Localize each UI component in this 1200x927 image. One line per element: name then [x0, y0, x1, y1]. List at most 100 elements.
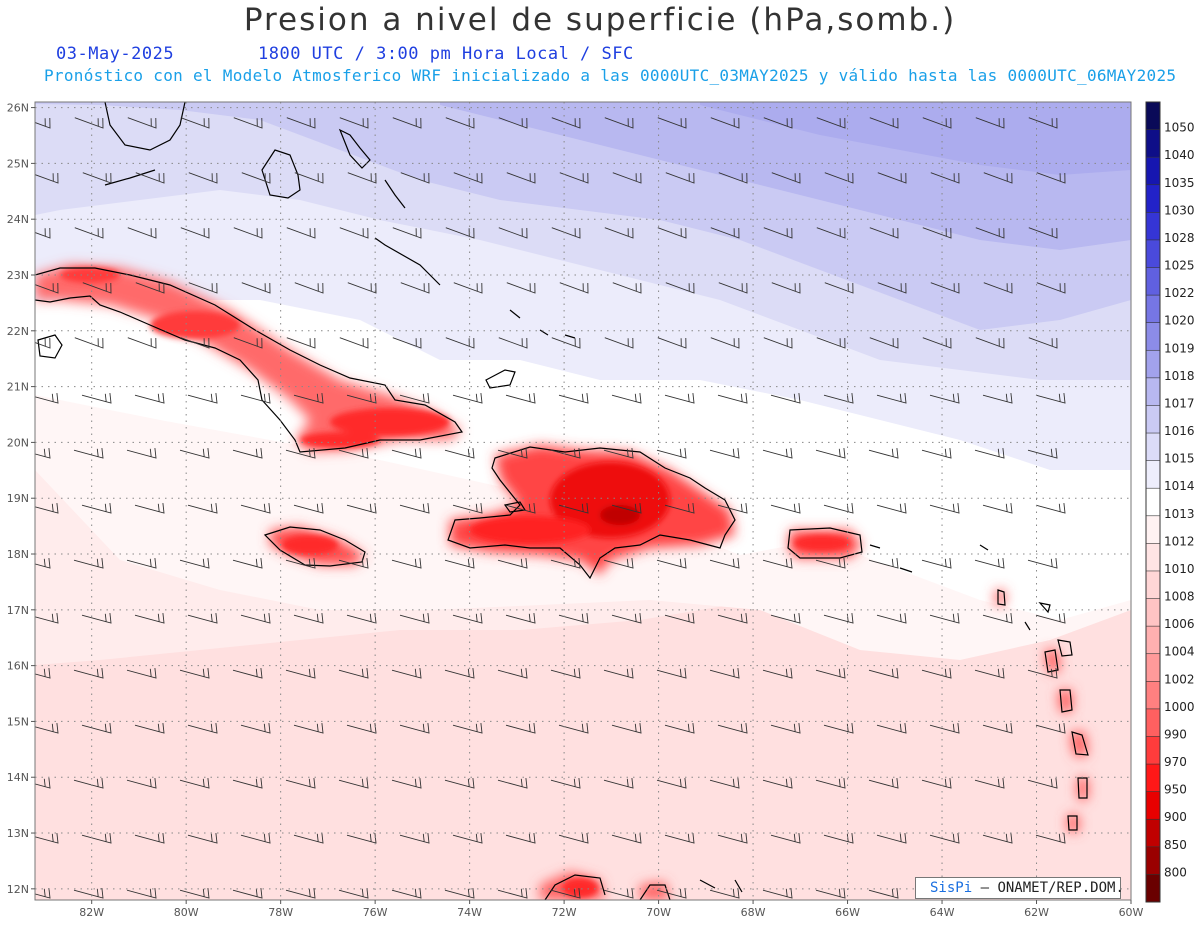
wind-barb [709, 448, 740, 459]
colorbar-swatch [1146, 350, 1160, 379]
core-hispaniola-a [550, 462, 670, 538]
colorbar-swatch [1146, 708, 1160, 737]
wind-barb [391, 778, 422, 789]
wind-barb [339, 337, 369, 349]
wind-barb [81, 393, 112, 404]
wind-barb [452, 613, 483, 624]
wind-barb [188, 282, 218, 294]
wind-barb [1035, 613, 1066, 624]
wind-barb [391, 558, 422, 569]
core-cuba-central [150, 311, 240, 339]
wind-barb [453, 172, 483, 184]
wind-barb [868, 668, 899, 679]
colorbar-frame [1145, 101, 1161, 903]
colorbar-label-1006: 1006 [1164, 617, 1195, 631]
wind-barb [611, 393, 642, 404]
wind-barb [876, 393, 907, 404]
low-cuba [35, 265, 462, 452]
wind-barb [232, 778, 263, 789]
wind-barb [127, 227, 157, 239]
wind-barb [816, 227, 846, 239]
wind-barb [240, 833, 271, 844]
wind-barb [452, 833, 483, 844]
wind-barb [709, 888, 740, 899]
wind-barb [604, 337, 634, 349]
colorbar-swatch [1146, 764, 1160, 793]
lon-label-68W: 68W [741, 906, 766, 919]
wind-barb [603, 668, 634, 679]
colorbar-swatch [1146, 239, 1160, 269]
wind-barb [452, 393, 483, 404]
colorbar-label-1017: 1017 [1164, 396, 1195, 410]
wind-barb [1028, 117, 1058, 129]
coastlines [35, 102, 1089, 900]
wind-barb [444, 888, 475, 899]
colorbar-label-1050: 1050 [1164, 121, 1195, 135]
core-venezuela [562, 878, 598, 898]
lat-label-20N: 20N [7, 436, 29, 449]
wind-barb [603, 778, 634, 789]
wind-barb [982, 833, 1013, 844]
wind-barb [612, 172, 642, 184]
wind-barb [611, 723, 642, 734]
wind-barb [498, 227, 528, 239]
model-run-info: Pronóstico con el Modelo Atmosferico WRF… [44, 66, 1177, 85]
colorbar-label-990: 990 [1164, 727, 1187, 741]
wind-barb [921, 778, 952, 789]
coast-lesser-antilles [869, 544, 1089, 831]
wind-barb [135, 172, 165, 184]
wind-barb [656, 448, 687, 459]
wind-barb [877, 172, 907, 184]
wind-barb [399, 833, 430, 844]
colorbar-swatch [1146, 212, 1160, 241]
wind-barb [868, 778, 899, 789]
wind-barb [1027, 668, 1058, 679]
wind-barb [134, 833, 165, 844]
colorbar-swatch [1146, 819, 1160, 848]
wind-barb [82, 282, 112, 294]
wind-barb [506, 172, 536, 184]
wind-barb [1027, 448, 1058, 459]
wind-barb [180, 117, 210, 129]
wind-barb [347, 172, 377, 184]
wind-barb [816, 337, 846, 349]
wind-barb [452, 723, 483, 734]
wind-barb [604, 117, 634, 129]
colorbar-swatch [1146, 433, 1160, 462]
wind-barb [232, 448, 263, 459]
wind-barb [869, 117, 899, 129]
wind-barb [240, 503, 271, 514]
wind-barb [922, 337, 952, 349]
wind-barb [286, 227, 316, 239]
wind-barb [444, 558, 475, 569]
wind-barb [240, 723, 271, 734]
wind-barb [709, 668, 740, 679]
colorbar-swatch [1146, 791, 1160, 820]
coast-venezuela [544, 874, 743, 900]
wind-barb [868, 448, 899, 459]
lat-label-22N: 22N [7, 325, 29, 338]
lat-label-25N: 25N [7, 157, 29, 170]
wind-barb [286, 117, 316, 129]
colorbar-label-1014: 1014 [1164, 479, 1195, 493]
core-cuba-west [60, 267, 120, 283]
wind-barb [982, 723, 1013, 734]
wind-barb [611, 833, 642, 844]
wind-barb [876, 503, 907, 514]
wind-barb [603, 558, 634, 569]
wind-barb [551, 117, 581, 129]
wind-barb [391, 448, 422, 459]
wind-barb [73, 778, 104, 789]
lat-label-19N: 19N [7, 492, 29, 505]
wind-barb [770, 723, 801, 734]
wind-barb [180, 227, 210, 239]
wind-barb [505, 503, 536, 514]
wind-barb [35, 503, 59, 514]
wind-barb [179, 778, 210, 789]
wind-barb [497, 668, 528, 679]
wind-barb [816, 117, 846, 129]
wind-barb [824, 282, 854, 294]
wind-barb [35, 282, 59, 294]
wind-barb [762, 778, 793, 789]
colorbar-swatch [1146, 543, 1160, 572]
